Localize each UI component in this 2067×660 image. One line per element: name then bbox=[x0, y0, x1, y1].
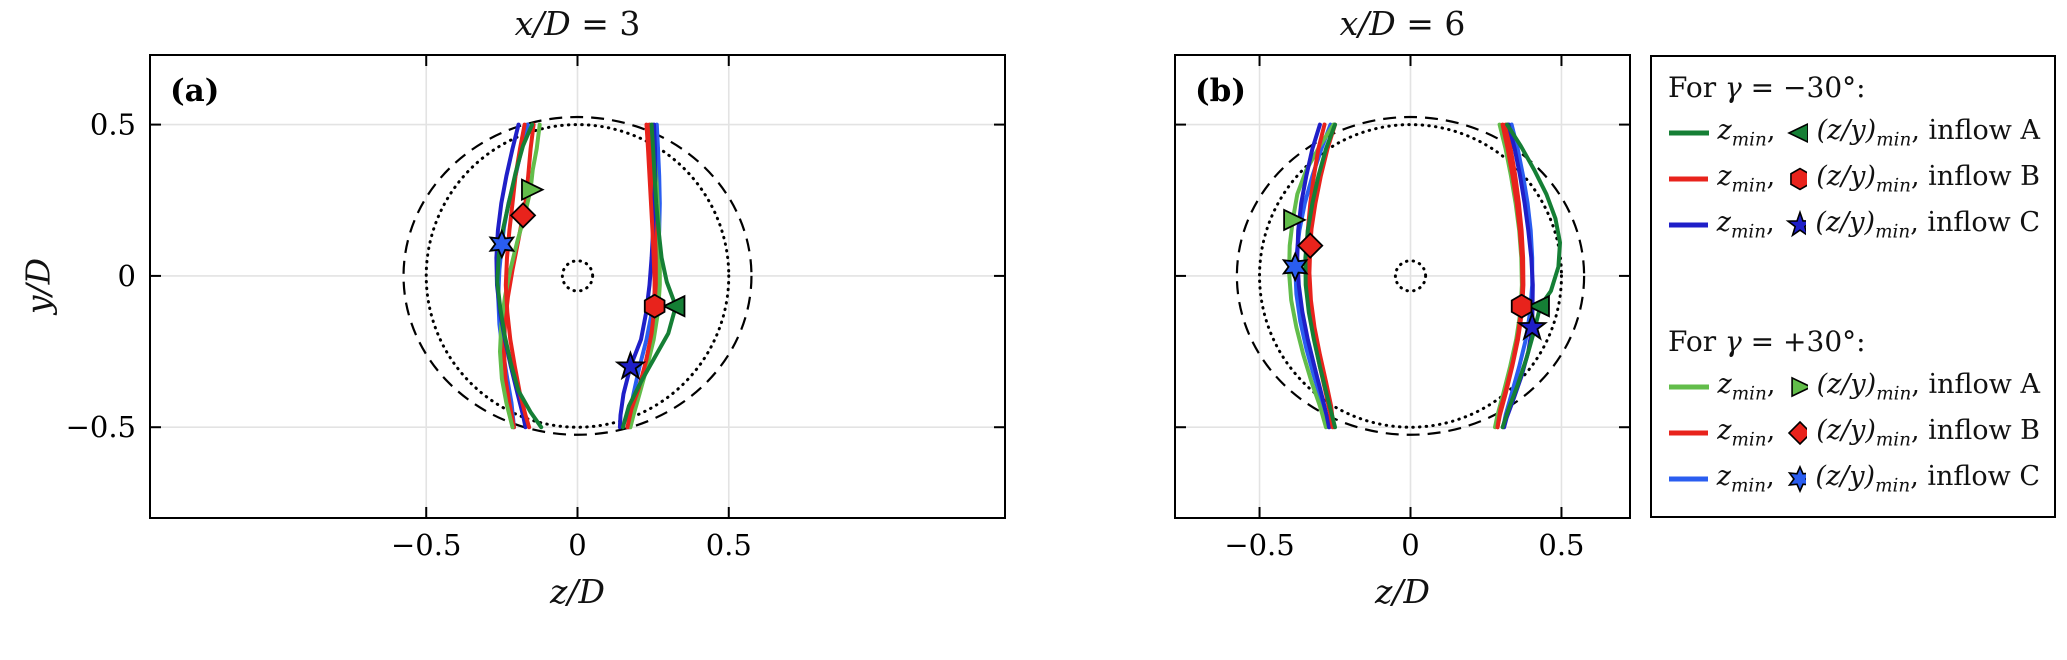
pentagram-icon bbox=[1785, 209, 1807, 238]
x-tick-label: 0.5 bbox=[1538, 528, 1584, 562]
series-curve bbox=[1303, 122, 1337, 430]
legend-line-sample bbox=[1669, 430, 1709, 436]
panel-letter: (a) bbox=[170, 73, 219, 109]
legend-zmin-label: zmin, bbox=[1716, 461, 1775, 497]
legend-zmin-label: zmin, bbox=[1717, 115, 1776, 151]
tri-right-icon bbox=[1791, 376, 1808, 398]
panel-letter: (b) bbox=[1195, 73, 1246, 109]
x-tick-label: −0.5 bbox=[391, 528, 461, 562]
y-tick-label: 0 bbox=[118, 259, 136, 293]
legend-header-text: γ bbox=[1725, 71, 1742, 104]
series-curve bbox=[1500, 122, 1562, 430]
legend-header-text: = −30°: bbox=[1741, 71, 1866, 104]
marker-hexagram bbox=[488, 228, 516, 260]
panel-a-title: x/D = 3 bbox=[150, 4, 1005, 43]
marker-pentagram bbox=[1516, 310, 1548, 341]
axes-box bbox=[1174, 54, 1631, 519]
reference-circle-dotted bbox=[1258, 123, 1563, 429]
panel-a-title-var: x/D bbox=[514, 4, 571, 43]
legend-line-sample bbox=[1669, 130, 1709, 136]
x-axis-label-panel-a: z/D bbox=[550, 572, 605, 611]
panel-(b): −0.5 0 0.5 (b) bbox=[1174, 54, 1631, 562]
legend-zmin-label: zmin, bbox=[1717, 369, 1776, 405]
marker-tri-left bbox=[1526, 294, 1550, 318]
legend-group-header: For γ = −30°: bbox=[1668, 71, 2040, 104]
reference-circle-dashed bbox=[1235, 115, 1586, 436]
legend-ratio-label: (z/y)min, inflow B bbox=[1816, 415, 2040, 451]
series-curve bbox=[1307, 122, 1337, 430]
marker-tri-left bbox=[661, 294, 686, 318]
marker-hexagram bbox=[1281, 251, 1309, 283]
x-tick-label: 0 bbox=[1401, 528, 1419, 562]
reference-circle-dotted bbox=[1393, 259, 1428, 293]
legend-marker-diamond bbox=[1788, 420, 1808, 446]
legend-row: zmin, (z/y)min, inflow C bbox=[1668, 456, 2040, 502]
marker-tri-right bbox=[521, 178, 545, 202]
series-curve bbox=[1495, 122, 1525, 430]
legend-marker-tri-right bbox=[1791, 376, 1808, 398]
legend-row: zmin, (z/y)min, inflow A bbox=[1668, 110, 2040, 156]
series-curve bbox=[620, 122, 678, 430]
legend-marker-hexagon bbox=[1790, 167, 1808, 191]
legend-group-header: For γ = +30°: bbox=[1668, 325, 2040, 358]
hexagram-icon bbox=[1787, 464, 1807, 494]
series-curve bbox=[1295, 122, 1331, 430]
y-axis-label: y/D bbox=[18, 257, 58, 315]
legend-line-sample bbox=[1669, 222, 1708, 228]
marker-tri-right bbox=[1283, 208, 1307, 232]
reference-circle-dashed bbox=[402, 115, 753, 436]
legend-ratio-label: (z/y)min, inflow A bbox=[1816, 115, 2040, 151]
legend-header-text: For bbox=[1668, 71, 1726, 104]
panel-(a): −0.5 0 0.5 0.5 0 −0.5 (a) bbox=[66, 54, 1006, 562]
legend-row: zmin, (z/y)min, inflow C bbox=[1668, 202, 2040, 248]
tri-left-icon bbox=[1787, 123, 1808, 143]
reference-circle-dotted bbox=[560, 259, 595, 293]
panel-a-title-eq: = 3 bbox=[570, 4, 641, 43]
panel-b-title-eq: = 6 bbox=[1395, 4, 1466, 43]
x-tick-label: −0.5 bbox=[1224, 528, 1294, 562]
reference-circle-dotted bbox=[424, 123, 731, 429]
legend-line-sample bbox=[1669, 476, 1708, 482]
legend-ratio-label: (z/y)min, inflow A bbox=[1816, 369, 2040, 405]
legend-row: zmin, (z/y)min, inflow A bbox=[1668, 364, 2040, 410]
panel-b-title-var: x/D bbox=[1339, 4, 1396, 43]
legend-marker-hexagram bbox=[1787, 464, 1807, 494]
x-tick-label: 0.5 bbox=[706, 528, 752, 562]
legend-header-text: For bbox=[1668, 325, 1726, 358]
legend-zmin-label: zmin, bbox=[1717, 415, 1776, 451]
legend-zmin-label: zmin, bbox=[1716, 207, 1775, 243]
marker-pentagram bbox=[614, 350, 647, 381]
y-tick-label: 0.5 bbox=[90, 108, 136, 142]
marker-diamond bbox=[1296, 232, 1324, 259]
hexagon-icon bbox=[1790, 167, 1808, 191]
diamond-icon bbox=[1788, 420, 1808, 446]
x-tick-label: 0 bbox=[568, 528, 586, 562]
legend-line-sample bbox=[1669, 176, 1709, 182]
series-curve bbox=[502, 122, 536, 430]
series-curve bbox=[495, 122, 544, 430]
marker-hexagon bbox=[1510, 293, 1533, 319]
panel-b-title: x/D = 6 bbox=[1175, 4, 1630, 43]
legend-row: zmin, (z/y)min, inflow B bbox=[1668, 156, 2040, 202]
legend-ratio-label: (z/y)min, inflow C bbox=[1815, 207, 2040, 243]
legend-header-text: = +30°: bbox=[1741, 325, 1866, 358]
legend-line-sample bbox=[1669, 384, 1709, 390]
y-tick-label: −0.5 bbox=[66, 410, 136, 444]
legend-marker-pentagram bbox=[1785, 209, 1807, 238]
legend-header-text: γ bbox=[1725, 325, 1742, 358]
marker-hexagon bbox=[643, 293, 666, 319]
legend-marker-tri-left bbox=[1787, 123, 1808, 143]
legend-ratio-label: (z/y)min, inflow B bbox=[1816, 161, 2040, 197]
legend-zmin-label: zmin, bbox=[1717, 161, 1776, 197]
x-axis-label-panel-b: z/D bbox=[1375, 572, 1430, 611]
legend-row: zmin, (z/y)min, inflow B bbox=[1668, 410, 2040, 456]
series-curve bbox=[498, 122, 542, 430]
legend-ratio-label: (z/y)min, inflow C bbox=[1815, 461, 2040, 497]
marker-diamond bbox=[509, 202, 537, 229]
